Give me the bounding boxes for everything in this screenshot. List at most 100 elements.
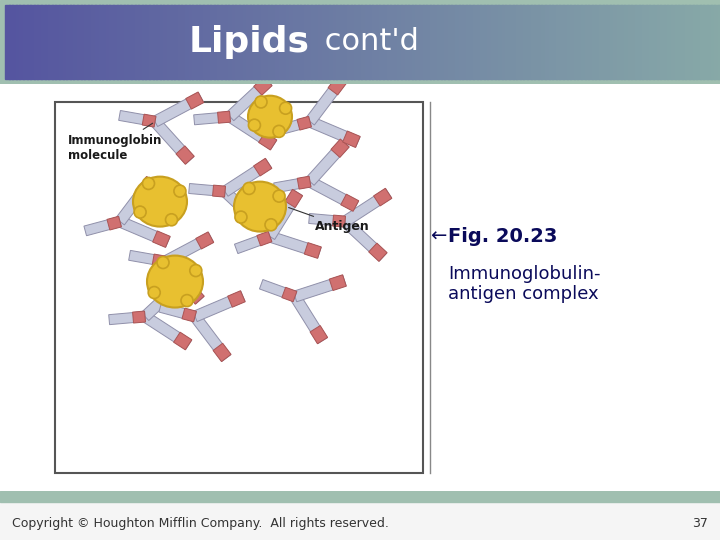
Bar [264,5,269,79]
Polygon shape [227,112,276,150]
Bar [91,5,96,79]
Bar [541,5,546,79]
Polygon shape [119,111,156,126]
Bar [397,5,402,79]
Polygon shape [253,77,272,95]
Bar [369,5,373,79]
Bar [700,5,704,79]
Bar [27,5,31,79]
Bar [52,5,56,79]
Bar [477,5,481,79]
Bar [678,5,683,79]
Polygon shape [333,215,346,227]
Bar [9,5,13,79]
Bar [336,5,341,79]
Polygon shape [213,343,231,362]
Circle shape [248,119,261,131]
Bar [559,5,564,79]
Polygon shape [153,92,204,126]
Bar [275,5,279,79]
Bar [574,5,578,79]
Bar [55,102,423,474]
Bar [23,5,27,79]
Circle shape [243,183,255,194]
Bar [66,5,71,79]
Bar [214,5,218,79]
Bar [556,5,560,79]
Bar [390,5,395,79]
Bar [282,5,287,79]
Bar [340,5,344,79]
Bar [401,5,405,79]
Bar [473,5,477,79]
Text: ←: ← [430,227,446,246]
Polygon shape [161,258,204,304]
Polygon shape [152,254,166,267]
Bar [239,5,243,79]
Bar [487,5,492,79]
Circle shape [181,295,193,307]
Bar [379,5,384,79]
Polygon shape [189,184,225,197]
Bar [376,5,380,79]
Bar [505,5,510,79]
Ellipse shape [248,96,292,138]
Bar [714,5,719,79]
Bar [696,5,701,79]
Bar [685,5,690,79]
Text: Fig. 20.23: Fig. 20.23 [448,227,557,246]
Bar [217,5,222,79]
Polygon shape [342,188,392,226]
Bar [437,5,441,79]
Bar [606,5,611,79]
Bar [225,5,229,79]
Text: Lipids: Lipids [189,25,310,59]
Bar [59,5,63,79]
Bar [394,5,398,79]
Bar [653,5,657,79]
Bar [120,5,125,79]
Polygon shape [310,326,328,344]
Polygon shape [329,275,346,291]
Bar [12,5,17,79]
Circle shape [174,185,186,197]
Bar [131,5,135,79]
Circle shape [265,219,277,231]
Bar [646,5,650,79]
Bar [671,5,675,79]
Bar [498,5,503,79]
Bar [516,5,521,79]
Bar [84,5,89,79]
Bar [426,5,431,79]
Polygon shape [269,231,321,258]
Polygon shape [343,131,360,147]
Polygon shape [266,190,302,240]
Polygon shape [274,177,311,193]
Bar [297,5,301,79]
Polygon shape [212,185,225,197]
Bar [271,5,276,79]
Circle shape [190,265,202,276]
Bar [649,5,654,79]
Polygon shape [182,308,197,322]
Bar [520,5,524,79]
Bar [347,5,351,79]
Bar [405,5,409,79]
Polygon shape [142,312,192,349]
Bar [372,5,377,79]
Bar [642,5,647,79]
Bar [196,5,200,79]
Bar [570,5,575,79]
Bar [351,5,355,79]
Bar [603,5,607,79]
Bar [192,5,197,79]
Circle shape [273,125,285,137]
Bar [228,5,233,79]
Bar [142,5,146,79]
Text: Antigen: Antigen [289,207,370,233]
Polygon shape [141,277,186,321]
Circle shape [134,206,146,218]
Bar [210,5,215,79]
Bar [293,5,297,79]
Bar [552,5,557,79]
